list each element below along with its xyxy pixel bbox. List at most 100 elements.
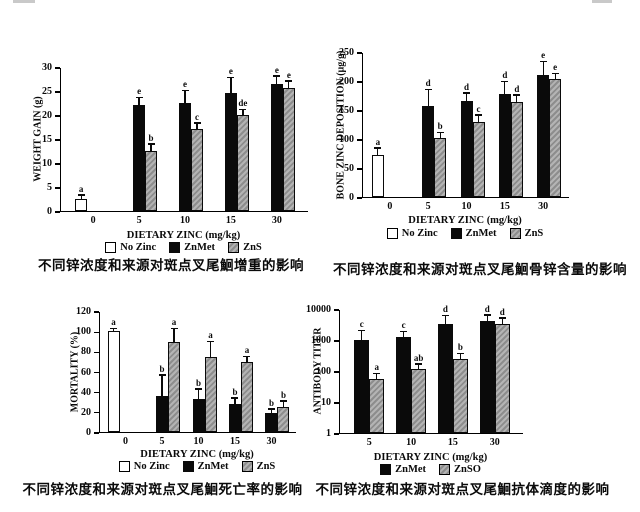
y-tick-mark [93,432,99,434]
significance-label: a [208,330,213,341]
error-bar-cap [551,72,559,75]
bar-znmet-5 [422,105,435,197]
x-tick-label: 30 [266,436,277,447]
significance-label: b [437,121,443,132]
error-bar [184,91,186,103]
bar-zns-30 [277,406,290,432]
legend-swatch-white [386,228,398,239]
x-tick-label: 15 [229,436,240,447]
error-bar [209,342,212,358]
legend-label: ZnMet [184,242,216,253]
error-bar [150,144,152,151]
y-tick-label: 250 [339,47,354,58]
bar-znmet-30 [265,412,278,432]
bar-zns-5 [168,342,181,432]
y-tick-mark [54,139,60,141]
page-edge-artifact-left [13,0,35,3]
bar-zns-5 [145,151,158,211]
error-bar-cap [227,76,235,79]
significance-label: c [359,319,364,330]
page-edge-artifact-right [592,0,612,3]
error-bar-cap [110,327,118,330]
y-tick-label: 10000 [306,304,331,315]
error-bar [376,374,378,380]
chart-weight-gain: WEIGHT GAIN (g) 0 5 10 15 20 25 30 0 a 5 e b 10 e c 15 e… [25,45,317,275]
x-axis-label: DIETARY ZINC (mg/kg) [373,452,488,463]
error-bar-cap [436,131,444,134]
legend-label: No Zinc [133,461,170,472]
significance-label: d [502,70,508,81]
error-bar-cap [374,147,382,149]
error-bar [197,389,200,399]
legend-label: No Zinc [401,228,438,239]
legend: No Zinc ZnMet ZnS [40,242,327,253]
significance-label: d [442,304,448,315]
error-bar-cap [77,194,85,196]
error-bar [501,318,503,324]
x-tick-label: 30 [271,215,282,226]
y-tick-label: 150 [339,105,354,116]
error-bar-cap [147,143,155,145]
significance-label: e [274,64,279,75]
legend-item: No Zinc [105,242,156,253]
y-tick-mark [54,91,60,93]
x-tick-label: 0 [123,436,129,447]
significance-label: e [541,50,546,61]
chart-mortality: MORTALITY (%) 0 20 40 60 80 100 120 0 a 5 b a 10 b a 15… [20,300,305,500]
x-axis-label: DIETARY ZINC (mg/kg) [140,449,254,460]
y-tick-label: 40 [81,386,91,398]
legend-item: ZnMet [380,464,426,475]
legend-swatch-white [118,461,130,472]
error-bar-cap [373,372,381,375]
bar-znmet-5 [156,395,169,432]
error-bar-cap [513,94,521,96]
error-bar [504,82,506,95]
significance-label: a [171,317,177,328]
x-axis-label: DIETARY ZINC (mg/kg) [126,230,241,241]
y-axis-label: BONE ZINC DEPOSITION (µg/g) [335,50,347,200]
y-tick-label: 1 [326,428,331,439]
legend-swatch-hatch [439,464,451,475]
significance-label: a [111,317,116,328]
legend-swatch-hatch [228,242,240,253]
x-tick-label: 5 [425,201,431,212]
significance-label: b [195,377,201,388]
error-bar-cap [267,408,275,410]
significance-label: a [78,183,84,194]
y-tick-mark [93,371,99,374]
y-tick-mark [54,211,60,213]
error-bar-cap [456,352,464,355]
significance-label: b [268,397,274,408]
legend-label: No Zinc [120,242,157,253]
y-tick-mark [356,139,362,141]
bar-zns-15 [240,362,253,432]
error-bar [246,357,248,363]
y-tick-mark [356,52,362,54]
error-bar-cap [195,388,202,390]
y-tick-label: 10 [321,397,331,408]
bar-zns-30 [282,87,295,211]
legend-item: No Zinc [118,461,170,472]
significance-label: b [159,363,165,374]
y-tick-mark [93,412,99,414]
bar-znso-15 [452,358,468,433]
y-tick-mark [356,197,362,199]
y-tick-label: 0 [86,427,91,438]
error-bar [439,133,441,138]
significance-label: e [183,79,187,89]
bar-znso-5 [369,379,385,433]
legend-item: No Zinc [386,228,438,239]
y-tick-mark [356,168,362,170]
error-bar [444,316,446,324]
significance-label: b [457,342,463,353]
significance-label: de [238,98,248,109]
y-tick-label: 1000 [311,335,331,346]
legend: No Zinc ZnMet ZnS [79,461,315,472]
bar-znmet-15 [437,323,453,433]
x-tick-label: 5 [136,215,142,226]
legend-swatch-black [169,242,181,253]
y-tick-label: 200 [339,76,354,87]
bar-znmet-15 [228,403,241,432]
y-tick-mark [93,331,99,333]
